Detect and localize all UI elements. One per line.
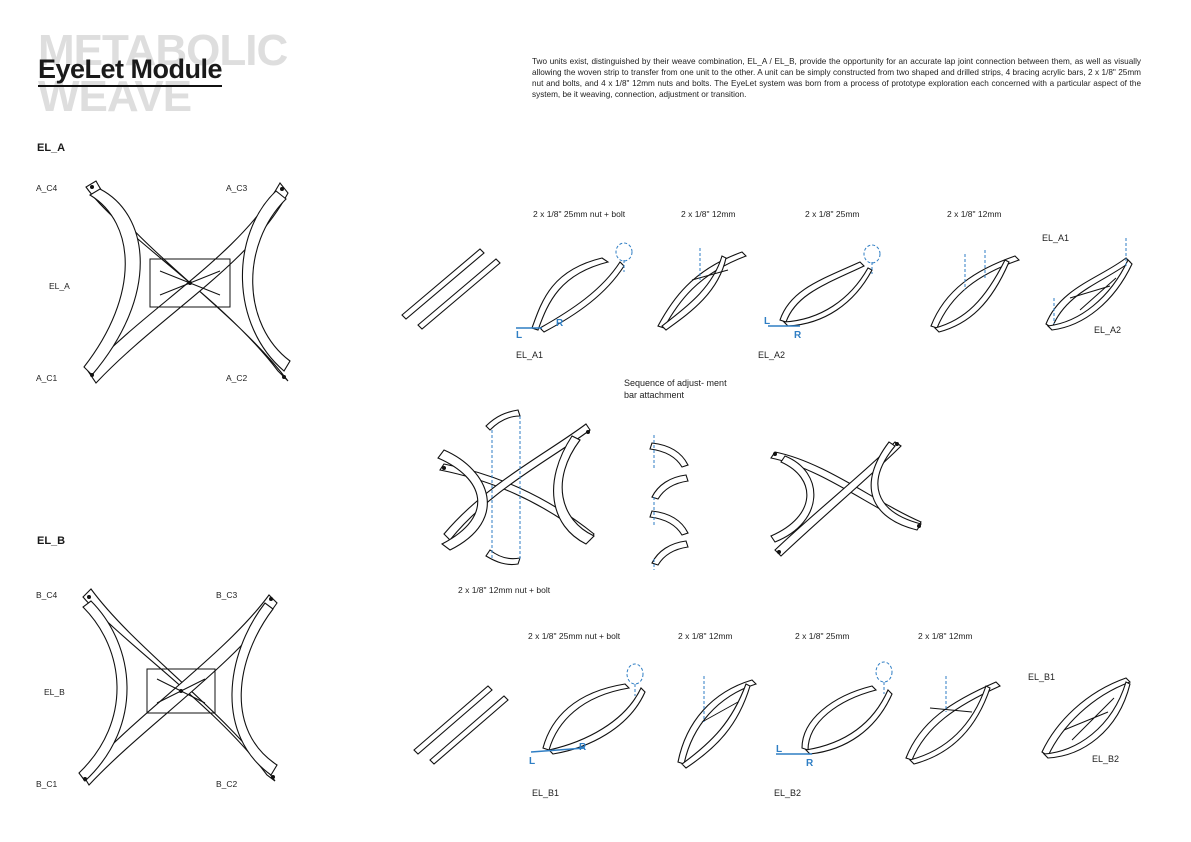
- ghost-title-weave: WEAVE: [38, 72, 192, 121]
- spec-b-2: 2 x 1/8" 12mm: [678, 631, 733, 641]
- caption-el-a2: EL_A2: [758, 350, 786, 360]
- el-b-step2-drawing: [677, 676, 758, 769]
- spec-a-2: 2 x 1/8" 12mm: [681, 209, 736, 219]
- el-a-step2-drawing: [657, 248, 747, 331]
- section-title-el-a: EL_A: [37, 142, 66, 154]
- caption-el-b2-final: EL_B2: [1092, 754, 1120, 764]
- label-b-c3: B_C3: [216, 590, 238, 600]
- label-a-c4: A_C4: [36, 183, 58, 193]
- spec-b-1: 2 x 1/8" 25mm nut + bolt: [528, 631, 621, 641]
- label-el-a-center: EL_A: [49, 281, 70, 291]
- el-a-final-drawing: [1045, 238, 1133, 331]
- el-b-plan-drawing: [78, 588, 278, 786]
- spec-b-4: 2 x 1/8" 12mm: [918, 631, 973, 641]
- marker-r-b1: R: [579, 742, 587, 753]
- page-title: EyeLet Module: [38, 54, 223, 87]
- marker-l-b1: L: [529, 756, 535, 767]
- spec-b-3: 2 x 1/8" 25mm: [795, 631, 850, 641]
- label-a-c1: A_C1: [36, 373, 58, 383]
- el-a-step3-drawing: L R: [764, 244, 881, 341]
- marker-l-a2: L: [764, 316, 770, 327]
- caption-el-b1: EL_B1: [532, 788, 560, 798]
- el-b-step3-drawing: L R: [776, 661, 893, 769]
- spec-a-4: 2 x 1/8" 12mm: [947, 209, 1002, 219]
- caption-el-a1: EL_A1: [516, 350, 544, 360]
- marker-l-a1: L: [516, 330, 522, 341]
- middle-spec: 2 x 1/8" 12mm nut + bolt: [458, 585, 551, 595]
- marker-r-b2: R: [806, 758, 814, 769]
- caption-el-a2-final: EL_A2: [1094, 325, 1122, 335]
- marker-l-b2: L: [776, 744, 782, 755]
- description-paragraph: Two units exist, distinguished by their …: [532, 57, 1141, 99]
- el-b-step0-flat-strips: [413, 685, 509, 765]
- marker-r-a1: R: [556, 318, 564, 329]
- ghost-title-metabolic: METABOLIC: [38, 26, 288, 75]
- el-a-step0-flat-strips: [401, 248, 501, 330]
- spec-a-3: 2 x 1/8" 25mm: [805, 209, 860, 219]
- caption-el-b2: EL_B2: [774, 788, 802, 798]
- adjustment-sequence-right: [770, 441, 922, 557]
- el-b-step1-drawing: L R: [529, 663, 646, 767]
- label-b-c1: B_C1: [36, 779, 58, 789]
- el-a-step1-drawing: L R: [516, 242, 633, 341]
- sequence-note: Sequence of adjust- ment bar attachment: [624, 378, 727, 400]
- section-title-el-b: EL_B: [37, 535, 66, 547]
- caption-el-a1-final: EL_A1: [1042, 233, 1070, 243]
- el-b-step4-drawing: [905, 676, 1001, 765]
- adjustment-bars: [649, 435, 689, 570]
- label-b-c4: B_C4: [36, 590, 58, 600]
- el-a-step4-drawing: [930, 250, 1021, 333]
- marker-r-a2: R: [794, 330, 802, 341]
- caption-el-b1-final: EL_B1: [1028, 672, 1056, 682]
- label-b-c2: B_C2: [216, 779, 238, 789]
- el-a-plan-drawing: [83, 180, 291, 384]
- spec-a-1: 2 x 1/8" 25mm nut + bolt: [533, 209, 626, 219]
- label-a-c2: A_C2: [226, 373, 248, 383]
- label-el-b-center: EL_B: [44, 687, 65, 697]
- label-a-c3: A_C3: [226, 183, 248, 193]
- el-b-final-drawing: [1041, 677, 1131, 759]
- adjustment-sequence-left: [437, 409, 595, 566]
